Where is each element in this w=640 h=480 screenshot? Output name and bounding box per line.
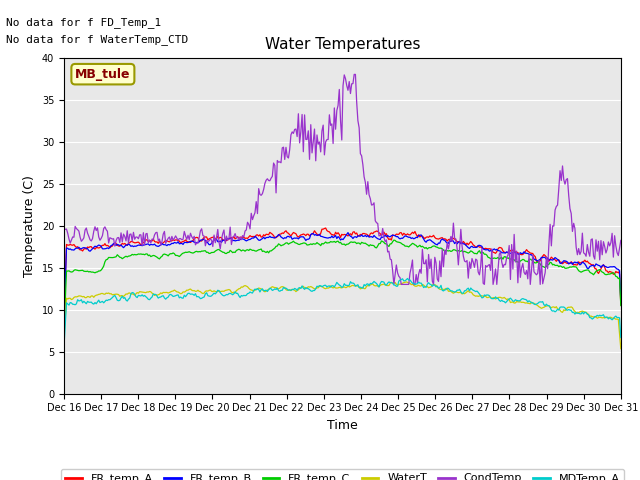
Line: FR_temp_A: FR_temp_A	[64, 228, 621, 320]
MDTemp_A	[595, 313, 602, 319]
MDTemp_A	[374, 282, 381, 288]
FR_temp_C	[374, 243, 381, 249]
Legend: FR_temp_A, FR_temp_B, FR_temp_C, WaterT, CondTemp, MDTemp_A: FR_temp_A, FR_temp_B, FR_temp_C, WaterT,…	[61, 469, 624, 480]
WaterT	[465, 288, 472, 294]
FR_temp_C	[60, 330, 68, 336]
Text: No data for f WaterTemp_CTD: No data for f WaterTemp_CTD	[6, 34, 189, 45]
CondTemp	[375, 233, 383, 239]
Line: WaterT: WaterT	[64, 282, 621, 348]
FR_temp_A	[153, 239, 161, 245]
FR_temp_B	[375, 236, 383, 242]
CondTemp	[596, 257, 604, 263]
MDTemp_A	[617, 335, 625, 340]
FR_temp_B	[344, 230, 352, 236]
CondTemp	[350, 72, 358, 77]
FR_temp_C	[153, 254, 161, 260]
CondTemp	[153, 229, 161, 235]
WaterT	[609, 315, 617, 321]
MDTemp_A	[465, 285, 472, 291]
FR_temp_A	[617, 302, 625, 308]
FR_temp_B	[122, 242, 130, 248]
FR_temp_B	[465, 245, 472, 251]
WaterT	[617, 346, 625, 351]
FR_temp_C	[609, 270, 617, 276]
MDTemp_A	[404, 276, 412, 281]
Y-axis label: Temperature (C): Temperature (C)	[23, 175, 36, 276]
FR_temp_A	[465, 242, 472, 248]
FR_temp_A	[375, 230, 383, 236]
FR_temp_C	[122, 253, 130, 259]
FR_temp_A	[595, 271, 602, 276]
CondTemp	[617, 238, 625, 243]
Text: MB_tule: MB_tule	[75, 68, 131, 81]
CondTemp	[611, 233, 618, 239]
WaterT	[374, 283, 381, 289]
WaterT	[403, 279, 410, 285]
FR_temp_B	[60, 317, 68, 323]
MDTemp_A	[609, 316, 617, 322]
FR_temp_A	[60, 317, 68, 323]
WaterT	[122, 291, 130, 297]
FR_temp_A	[122, 242, 130, 248]
Title: Water Temperatures: Water Temperatures	[265, 37, 420, 52]
FR_temp_C	[465, 250, 472, 256]
FR_temp_A	[322, 225, 330, 231]
MDTemp_A	[122, 297, 130, 303]
Line: FR_temp_B: FR_temp_B	[64, 233, 621, 320]
FR_temp_C	[595, 267, 602, 273]
Text: No data for f FD_Temp_1: No data for f FD_Temp_1	[6, 17, 162, 28]
WaterT	[60, 334, 68, 340]
FR_temp_B	[609, 264, 617, 269]
Line: MDTemp_A: MDTemp_A	[64, 278, 621, 347]
X-axis label: Time: Time	[327, 419, 358, 432]
CondTemp	[390, 281, 397, 287]
WaterT	[595, 315, 602, 321]
FR_temp_C	[617, 303, 625, 309]
FR_temp_A	[609, 271, 617, 277]
CondTemp	[122, 238, 130, 244]
FR_temp_C	[390, 237, 397, 243]
CondTemp	[60, 227, 68, 232]
Line: CondTemp: CondTemp	[64, 74, 621, 284]
MDTemp_A	[60, 344, 68, 349]
MDTemp_A	[153, 293, 161, 299]
CondTemp	[466, 259, 474, 265]
FR_temp_B	[617, 299, 625, 304]
Line: FR_temp_C: FR_temp_C	[64, 240, 621, 333]
FR_temp_B	[595, 263, 602, 268]
FR_temp_B	[153, 243, 161, 249]
WaterT	[153, 292, 161, 298]
